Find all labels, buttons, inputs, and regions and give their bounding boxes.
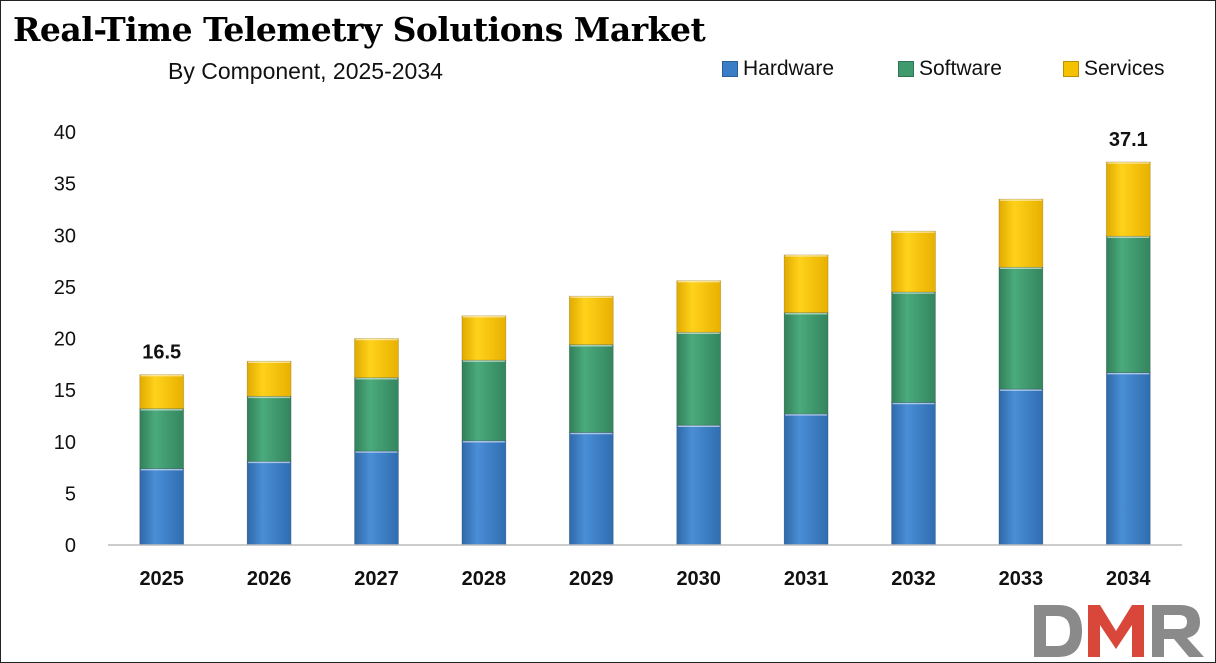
legend-label-software: Software [919, 57, 1002, 80]
legend-swatch-software [898, 61, 914, 77]
bar-software-2028 [461, 359, 507, 442]
bar-hardware-2029 [568, 432, 614, 546]
dmr-logo [1034, 605, 1204, 657]
bar-software-2032 [891, 291, 936, 403]
y-tick-label: 10 [54, 432, 76, 454]
x-tick-label-2034: 2034 [1106, 568, 1151, 590]
bar-software-2031 [783, 312, 829, 415]
x-tick-label-2027: 2027 [354, 568, 399, 590]
bar-software-2026 [246, 395, 292, 462]
y-tick-label: 40 [54, 122, 76, 144]
bar-software-2034 [1105, 235, 1151, 373]
y-tick-label: 25 [54, 277, 76, 299]
bar-software-2033 [998, 266, 1044, 390]
bar-services-2027 [354, 338, 399, 379]
bar-services-2031 [783, 254, 829, 314]
y-tick-label: 30 [54, 225, 76, 247]
bar-services-2026 [246, 360, 292, 397]
bar-hardware-2028 [461, 440, 507, 546]
bar-hardware-2033 [998, 388, 1044, 546]
bar-services-2028 [461, 315, 507, 361]
x-tick-label-2026: 2026 [247, 568, 292, 590]
bar-services-2034 [1105, 161, 1151, 237]
legend-item-hardware: Hardware [722, 57, 834, 81]
chart-title: Real-Time Telemetry Solutions Market [13, 10, 706, 49]
bar-software-2030 [676, 331, 722, 426]
bar-hardware-2030 [676, 424, 722, 546]
x-tick-label-2025: 2025 [139, 568, 184, 590]
bar-software-2025 [139, 408, 185, 469]
bar-hardware-2027 [354, 450, 399, 546]
x-tick-label-2032: 2032 [891, 568, 936, 590]
bar-hardware-2026 [246, 460, 292, 546]
y-tick-label: 0 [65, 535, 76, 557]
legend-label-hardware: Hardware [743, 57, 835, 80]
legend-swatch-hardware [722, 61, 738, 77]
legend-swatch-services [1063, 61, 1079, 77]
chart-legend: Hardware Software Services [0, 57, 1216, 85]
bar-hardware-2025 [139, 468, 185, 546]
total-label-2034: 37.1 [1109, 129, 1148, 151]
bar-services-2032 [891, 230, 936, 293]
x-tick-label-2029: 2029 [569, 568, 614, 590]
bar-hardware-2034 [1105, 372, 1151, 546]
bar-services-2025 [139, 374, 185, 410]
legend-label-services: Services [1084, 57, 1165, 80]
chart-subtitle: By Component, 2025-2034 [168, 58, 443, 84]
x-tick-label-2031: 2031 [784, 568, 829, 590]
y-tick-label: 15 [54, 380, 76, 402]
x-tick-label-2028: 2028 [462, 568, 507, 590]
bar-hardware-2032 [891, 402, 936, 546]
bar-hardware-2031 [783, 413, 829, 546]
y-tick-label: 5 [65, 483, 76, 505]
y-tick-label: 20 [54, 329, 76, 351]
y-tick-label: 35 [54, 174, 76, 196]
bar-services-2030 [676, 280, 722, 333]
total-label-2025: 16.5 [142, 342, 181, 364]
bar-software-2029 [568, 344, 614, 433]
x-tick-label-2033: 2033 [999, 568, 1044, 590]
bar-services-2029 [568, 295, 614, 346]
legend-item-services: Services [1063, 57, 1165, 81]
x-tick-label-2030: 2030 [676, 568, 721, 590]
bar-software-2027 [354, 377, 399, 452]
bar-services-2033 [998, 198, 1044, 268]
legend-item-software: Software [898, 57, 1002, 81]
